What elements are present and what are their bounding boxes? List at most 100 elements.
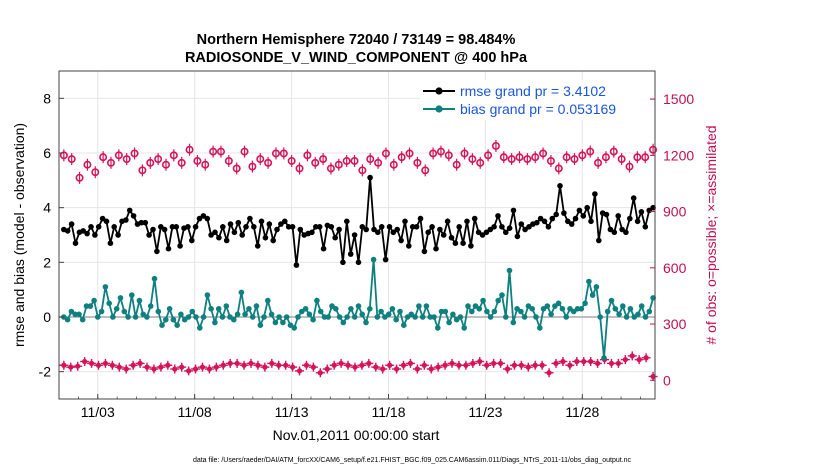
bias-point	[442, 308, 449, 315]
bias-point	[638, 303, 645, 309]
bias-point	[521, 314, 528, 320]
bias-point	[510, 319, 517, 326]
bias-point	[170, 316, 177, 323]
bias-point	[604, 308, 611, 315]
bias-point	[302, 306, 309, 312]
bias-point	[242, 311, 248, 318]
rmse-point	[468, 243, 474, 249]
rmse-point	[471, 215, 478, 222]
bias-point	[215, 306, 222, 312]
y-axis-left: -2 0 2 4 6 8	[39, 90, 64, 380]
bias-point	[268, 311, 275, 318]
bias-point	[223, 303, 230, 309]
bias-point	[393, 316, 400, 323]
bias-point	[219, 314, 226, 320]
bias-point	[102, 284, 109, 290]
rmse-point	[503, 229, 509, 236]
bias-point	[208, 306, 214, 312]
x-tick-label: 11/23	[468, 404, 502, 420]
y-left-tick-label: 6	[43, 145, 51, 161]
rmse-point	[479, 232, 486, 238]
rmse-point	[192, 224, 199, 230]
bias-point	[310, 316, 316, 323]
bias-point	[401, 322, 407, 329]
bias-point	[174, 322, 180, 329]
rmse-point	[549, 215, 556, 222]
bias-point	[431, 314, 437, 320]
bias-point	[197, 325, 203, 331]
rmse-point	[274, 226, 280, 233]
rmse-point	[208, 232, 214, 238]
bias-point	[593, 284, 600, 290]
bias-point	[110, 314, 116, 320]
bias-point	[355, 303, 362, 309]
rmse-point	[251, 224, 257, 230]
rmse-point	[200, 213, 207, 219]
bias-point	[480, 297, 486, 304]
legend-bias-label: bias grand pr = 0.053169	[460, 101, 616, 117]
bias-series	[61, 256, 656, 361]
rmse-point	[452, 240, 459, 246]
rmse-point	[522, 226, 528, 233]
rmse-point	[320, 245, 327, 252]
rmse-point	[491, 224, 497, 230]
bias-point	[95, 314, 101, 320]
bias-point	[370, 256, 377, 263]
rmse-point	[576, 207, 583, 214]
rmse-point	[328, 224, 335, 230]
bias-point	[306, 311, 313, 318]
rmse-point	[627, 215, 633, 222]
rmse-point	[247, 215, 253, 222]
bias-point	[91, 297, 97, 304]
bias-point	[246, 306, 252, 312]
rmse-point	[402, 218, 408, 225]
bias-point	[363, 319, 369, 326]
rmse-point	[378, 224, 385, 230]
rmse-point	[92, 232, 98, 238]
rmse-point	[557, 183, 563, 189]
bias-point	[506, 267, 513, 274]
rmse-point	[596, 237, 602, 244]
rmse-point	[177, 243, 183, 249]
rmse-point	[68, 221, 75, 227]
rmse-point	[150, 226, 156, 233]
bias-point	[166, 306, 173, 312]
bias-point	[419, 314, 426, 320]
rmse-point	[561, 210, 567, 216]
rmse-point	[204, 215, 211, 222]
bias-point	[163, 316, 169, 323]
x-tick-label: 11/03	[81, 404, 115, 420]
rmse-point	[115, 232, 121, 238]
rmse-series	[61, 174, 656, 268]
rmse-point	[88, 224, 94, 230]
rmse-point	[72, 240, 79, 246]
chart-title-line1: Northern Hemisphere 72040 / 73149 = 98.4…	[197, 32, 516, 48]
rmse-point	[154, 248, 160, 255]
rmse-point	[506, 225, 513, 231]
bias-point	[79, 316, 86, 323]
bias-point	[555, 300, 562, 307]
rmse-point	[534, 219, 540, 226]
bias-point	[129, 292, 135, 298]
rmse-point	[642, 224, 649, 230]
bias-point	[582, 300, 588, 307]
bias-point	[518, 308, 524, 315]
rmse-point	[495, 213, 501, 219]
legend-rmse-label: rmse grand pr = 3.4102	[460, 83, 606, 99]
rmse-point	[262, 234, 269, 241]
obs-count-markers	[59, 139, 658, 382]
bias-point	[491, 308, 498, 315]
rmse-point	[588, 218, 594, 225]
rmse-point	[375, 229, 381, 236]
rmse-point	[111, 224, 117, 230]
rmse-point	[448, 234, 455, 241]
bias-point	[144, 314, 150, 320]
y-axis-right: 0 300 600 900 1200 1500	[650, 91, 694, 388]
rmse-point	[289, 224, 296, 230]
rmse-point	[464, 218, 470, 225]
rmse-point	[440, 232, 447, 238]
legend-rmse-marker	[435, 87, 443, 95]
rmse-point	[425, 229, 432, 236]
bias-point	[537, 325, 543, 331]
rmse-point	[340, 259, 346, 266]
